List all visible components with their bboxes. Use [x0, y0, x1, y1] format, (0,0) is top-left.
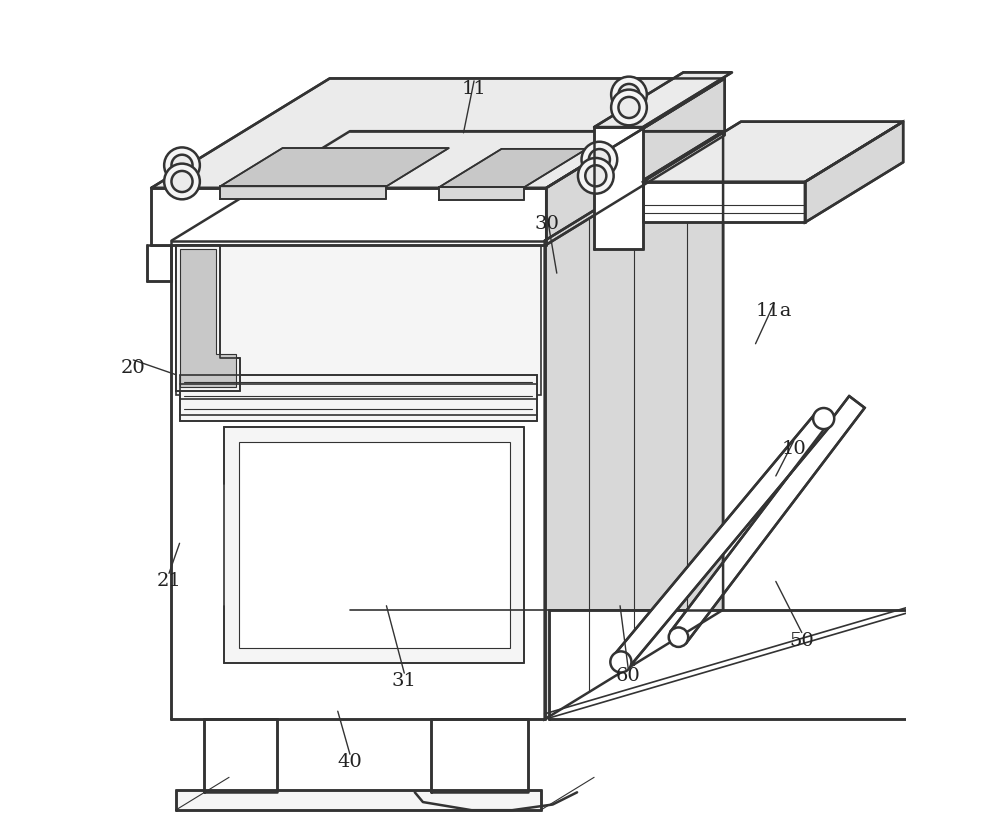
Polygon shape [171, 241, 545, 720]
Circle shape [578, 158, 614, 194]
Polygon shape [224, 427, 524, 663]
Polygon shape [546, 78, 725, 245]
Text: 20: 20 [121, 359, 146, 377]
Polygon shape [671, 396, 865, 643]
Polygon shape [431, 720, 528, 792]
Circle shape [582, 142, 617, 177]
Circle shape [610, 651, 631, 672]
Polygon shape [176, 245, 541, 395]
Circle shape [589, 149, 610, 170]
Polygon shape [545, 131, 723, 720]
Circle shape [669, 628, 688, 647]
Circle shape [164, 147, 200, 183]
Polygon shape [220, 186, 386, 199]
Circle shape [813, 408, 834, 429]
Polygon shape [805, 121, 903, 222]
Circle shape [611, 90, 647, 125]
Polygon shape [613, 413, 831, 668]
Text: 31: 31 [392, 672, 417, 690]
Text: 11: 11 [462, 80, 486, 98]
Circle shape [171, 155, 193, 176]
Polygon shape [220, 148, 449, 186]
Polygon shape [239, 442, 510, 648]
Polygon shape [439, 149, 587, 187]
Polygon shape [176, 245, 240, 391]
Text: 40: 40 [338, 753, 362, 772]
Polygon shape [204, 720, 277, 792]
Circle shape [618, 84, 640, 105]
Circle shape [585, 165, 606, 186]
Polygon shape [594, 127, 643, 249]
Polygon shape [180, 249, 236, 387]
Polygon shape [643, 121, 903, 182]
Circle shape [171, 171, 193, 192]
Polygon shape [643, 182, 805, 222]
Polygon shape [151, 78, 725, 188]
Circle shape [618, 97, 640, 118]
Circle shape [164, 164, 200, 199]
Text: 11a: 11a [756, 302, 792, 320]
Polygon shape [594, 72, 732, 127]
Polygon shape [176, 790, 541, 810]
Polygon shape [439, 187, 524, 200]
Text: 10: 10 [781, 440, 806, 458]
Text: 50: 50 [789, 632, 814, 650]
Text: 30: 30 [535, 216, 559, 234]
Polygon shape [171, 131, 723, 241]
Circle shape [611, 77, 647, 112]
Polygon shape [180, 374, 537, 421]
Polygon shape [549, 610, 914, 720]
Text: 60: 60 [616, 667, 641, 685]
Polygon shape [151, 188, 546, 245]
Polygon shape [147, 245, 171, 282]
Text: 21: 21 [157, 572, 181, 590]
